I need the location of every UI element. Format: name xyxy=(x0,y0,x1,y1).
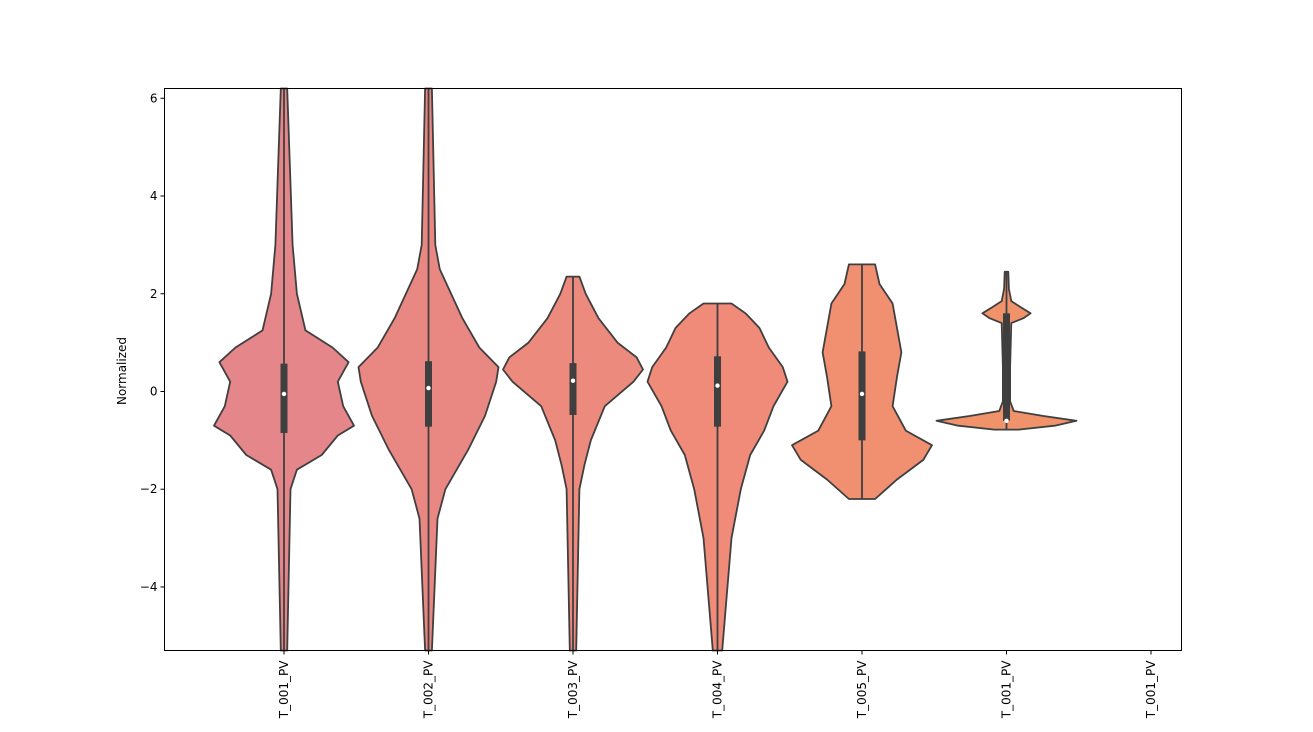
violin-median-marker xyxy=(715,383,720,388)
x-tick-label: T_002_PV xyxy=(422,660,436,719)
violin-iqr-box xyxy=(425,361,432,427)
violin-median-marker xyxy=(570,378,576,383)
y-tick-label: 6 xyxy=(150,91,158,105)
y-axis-label: Normalized xyxy=(115,337,129,405)
y-tick-label: 4 xyxy=(150,189,158,203)
y-tick-label: −2 xyxy=(140,482,158,496)
violin-median-marker xyxy=(1004,418,1009,424)
violin-series-group xyxy=(213,87,1078,652)
x-tick-label: T_005_PV xyxy=(855,660,869,719)
y-axis: −4 −2 0 2 4 6 xyxy=(140,91,165,594)
violin-iqr-box xyxy=(714,356,721,427)
violin-iqr-box xyxy=(569,363,577,415)
y-tick-label: −4 xyxy=(140,580,158,594)
x-tick-label: T_001_PV xyxy=(1144,660,1158,719)
x-axis: T_001_PV T_002_PV T_003_PV T_004_PV T_005_PV… xyxy=(277,650,1158,719)
violin-median-marker xyxy=(281,391,287,397)
x-tick-label: T_003_PV xyxy=(566,660,580,719)
violin-iqr-box xyxy=(280,363,288,434)
plot-area-frame xyxy=(164,88,1182,651)
x-tick-label: T_004_PV xyxy=(711,660,725,719)
violin-median-marker xyxy=(426,385,431,391)
x-tick-label: T_001_PV xyxy=(1000,660,1014,719)
y-tick-label: 2 xyxy=(150,287,158,301)
x-tick-label: T_001_PV xyxy=(277,660,291,719)
violin-median-marker xyxy=(859,391,865,397)
y-tick-label: 0 xyxy=(150,384,158,398)
violin-iqr-box xyxy=(1003,313,1010,421)
